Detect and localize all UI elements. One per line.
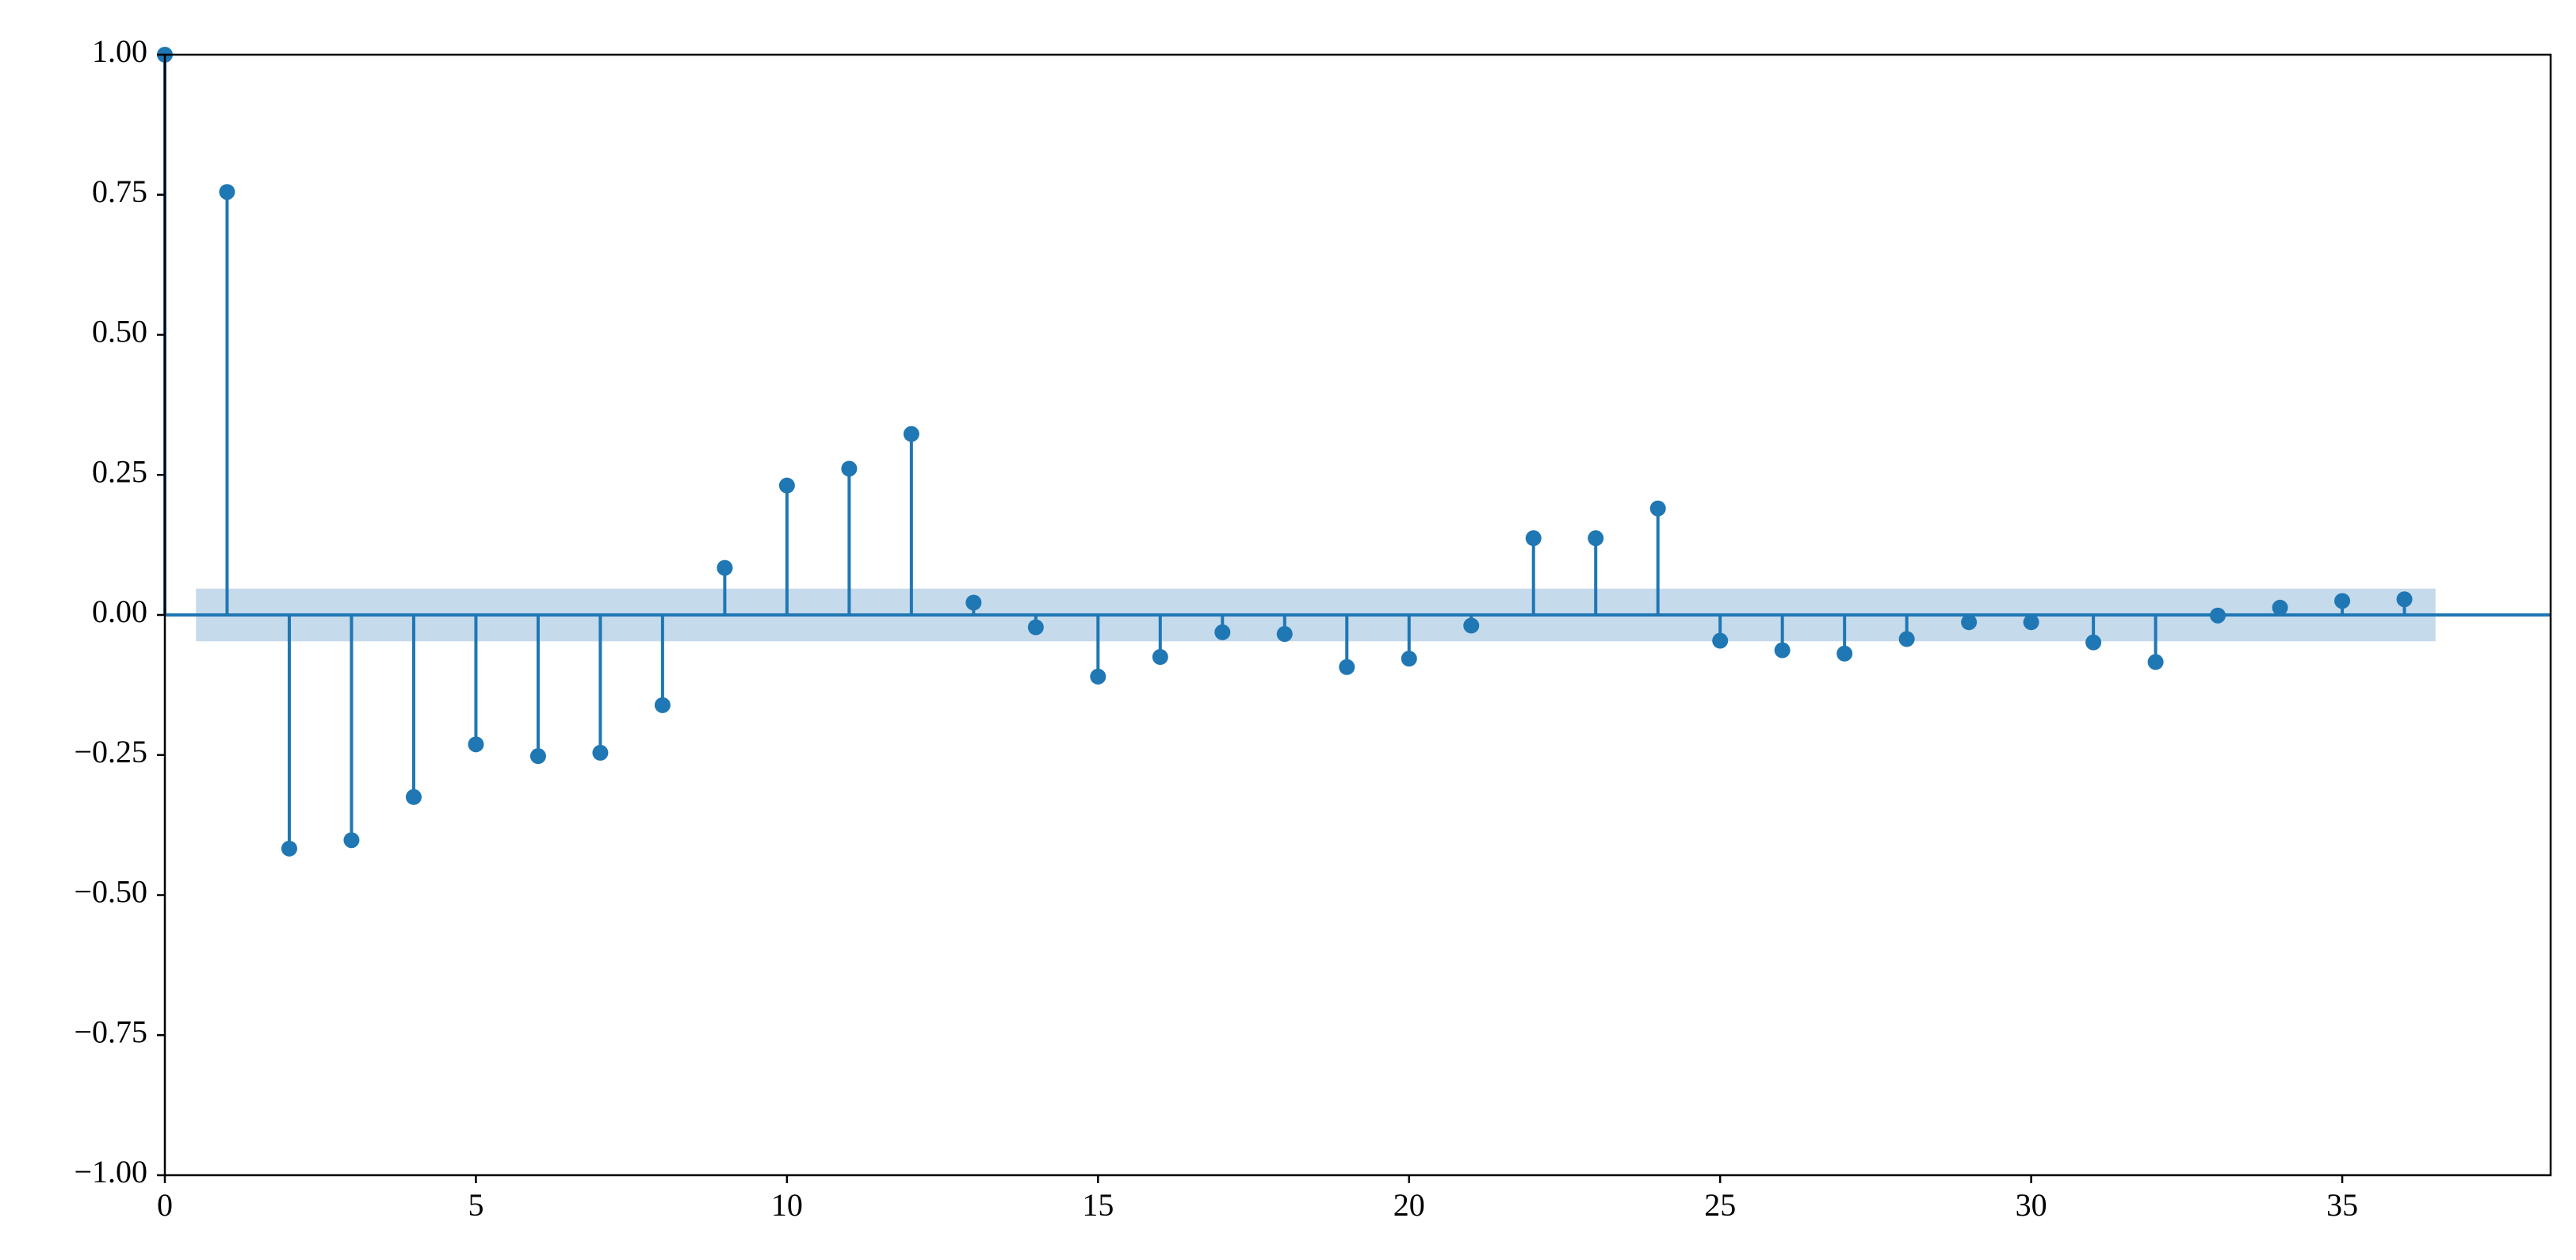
stem-marker (1649, 500, 1666, 517)
stem-marker (1774, 642, 1791, 659)
x-tick-label: 20 (1393, 1187, 1425, 1223)
y-tick-label: 0.50 (92, 314, 147, 349)
stem-marker (343, 832, 360, 849)
stem-marker (841, 460, 858, 477)
stem-marker (2272, 599, 2288, 616)
stem-marker (529, 748, 546, 765)
stem-marker (1463, 617, 1480, 634)
stem-marker (405, 788, 422, 805)
x-tick-label: 10 (771, 1187, 803, 1223)
stem-marker (281, 840, 297, 857)
stem-marker (965, 594, 982, 611)
stem-marker (1339, 659, 1355, 675)
y-tick-label: −0.50 (74, 874, 147, 910)
stem-marker (219, 184, 235, 200)
y-tick-label: −0.75 (74, 1014, 147, 1049)
y-tick-label: −1.00 (74, 1154, 147, 1189)
stem-marker (2334, 593, 2351, 609)
stem-marker (903, 426, 919, 442)
stem-marker (1898, 631, 1915, 647)
stem-marker (1214, 624, 1231, 640)
stem-marker (2147, 654, 2164, 670)
stem-marker (1152, 649, 1168, 666)
x-tick-label: 5 (468, 1187, 483, 1223)
x-tick-label: 35 (2326, 1187, 2358, 1223)
stem-marker (1525, 530, 1542, 547)
stem-marker (1027, 619, 1044, 636)
x-tick-label: 0 (157, 1187, 173, 1223)
y-tick-label: 0.25 (92, 453, 147, 489)
stem-marker (2085, 634, 2102, 651)
stem-marker (468, 736, 484, 753)
x-tick-label: 25 (1704, 1187, 1736, 1223)
y-tick-label: 1.00 (92, 33, 147, 69)
stem-marker (1090, 668, 1106, 685)
stem-marker (2210, 607, 2226, 624)
stem-marker (1712, 632, 1729, 649)
x-tick-label: 15 (1082, 1187, 1114, 1223)
stem-marker (2023, 614, 2039, 631)
stem-marker (1401, 651, 1417, 667)
stem-marker (778, 477, 795, 494)
stem-marker (717, 559, 733, 576)
stem-marker (1276, 626, 1293, 643)
stem-marker (1961, 614, 1978, 631)
stem-marker (1588, 530, 1604, 547)
stem-marker (1836, 645, 1853, 662)
y-tick-label: −0.25 (74, 734, 147, 769)
y-tick-label: 0.75 (92, 174, 147, 209)
x-tick-label: 30 (2016, 1187, 2047, 1223)
stem-marker (2396, 591, 2413, 608)
stem-marker (592, 744, 609, 761)
stem-marker (654, 697, 671, 713)
y-tick-label: 0.00 (92, 594, 147, 629)
